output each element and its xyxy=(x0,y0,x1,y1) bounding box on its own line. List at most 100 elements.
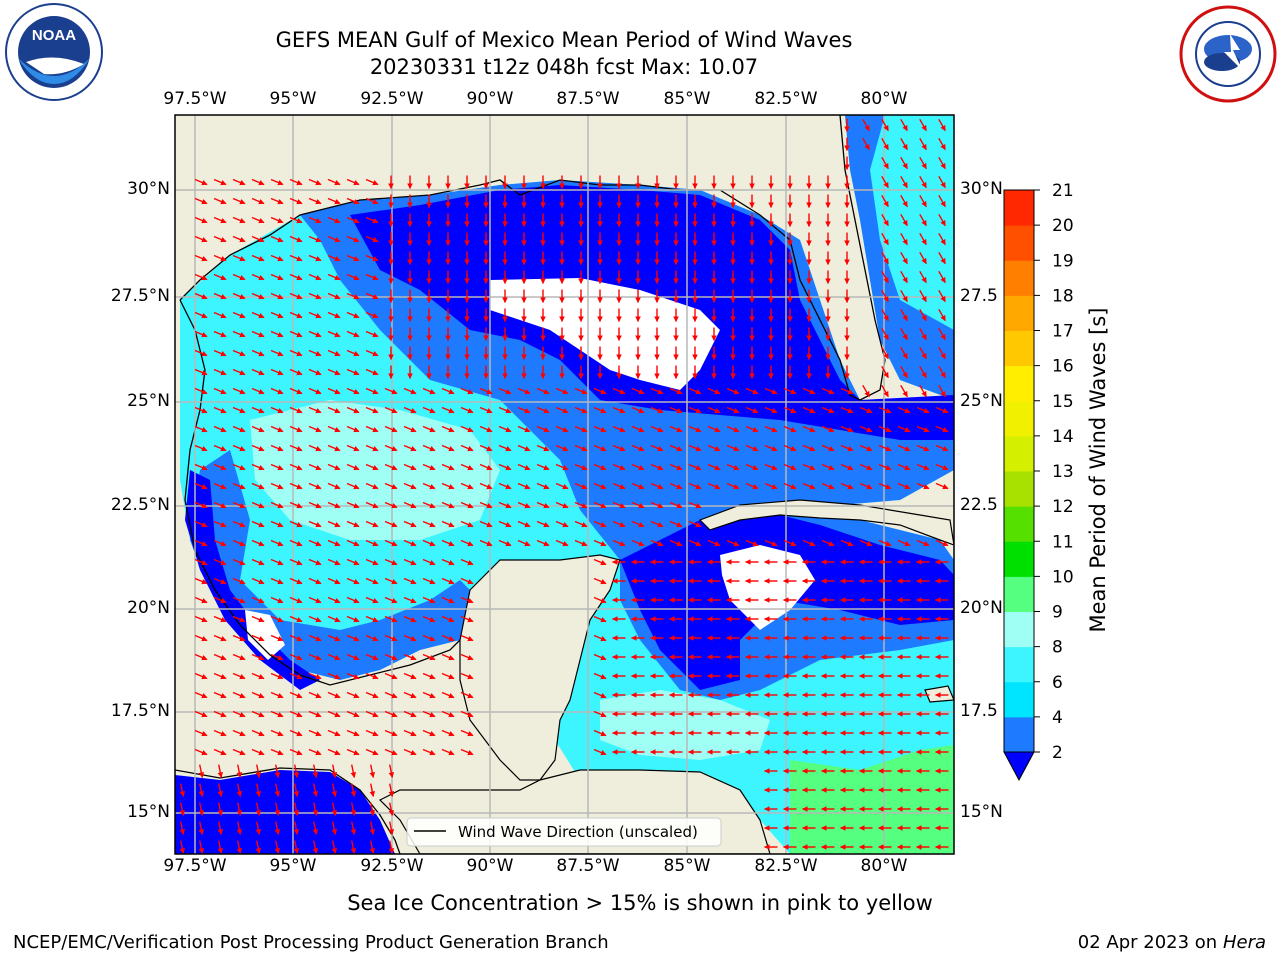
wind-arrow xyxy=(460,596,474,604)
wind-arrow xyxy=(213,425,227,433)
wind-arrow xyxy=(289,444,303,452)
wind-arrow xyxy=(308,596,322,604)
wind-arrow xyxy=(365,672,379,680)
wind-arrow xyxy=(365,254,379,262)
lon-tick-label: 80°W xyxy=(860,89,908,109)
wind-arrow xyxy=(479,444,493,452)
wind-arrow xyxy=(726,539,740,547)
wind-arrow xyxy=(308,520,322,528)
wind-arrow xyxy=(327,387,341,395)
wind-arrow xyxy=(198,802,205,816)
wind-arrow xyxy=(900,346,908,360)
wind-arrow xyxy=(369,783,376,797)
wind-arrow xyxy=(289,634,303,642)
wind-arrow xyxy=(194,634,208,642)
wind-arrow xyxy=(593,577,607,585)
wind-arrow xyxy=(403,387,417,395)
wind-arrow xyxy=(745,539,759,547)
wind-arrow xyxy=(897,539,911,547)
colorbar-segment xyxy=(1004,295,1034,331)
wind-arrow xyxy=(365,292,379,300)
wind-arrow xyxy=(346,330,360,338)
lat-tick-label: 27.5 xyxy=(960,286,998,306)
wind-arrow xyxy=(232,672,246,680)
wind-arrow xyxy=(669,425,683,433)
wind-arrow xyxy=(308,444,322,452)
wind-arrow xyxy=(669,463,683,471)
wind-arrow xyxy=(312,783,319,797)
wind-arrow xyxy=(365,178,379,186)
wind-arrow xyxy=(650,501,664,509)
wind-arrow xyxy=(479,406,493,414)
no-data-region xyxy=(490,278,720,390)
wind-arrow xyxy=(388,802,395,816)
wind-arrow xyxy=(900,308,908,322)
wind-arrow xyxy=(346,406,360,414)
wind-arrow xyxy=(365,691,379,699)
wind-arrow xyxy=(919,232,927,246)
wind-arrow xyxy=(460,653,474,661)
wind-arrow xyxy=(308,406,322,414)
wind-arrow xyxy=(232,311,246,319)
wind-arrow xyxy=(935,406,949,414)
wind-arrow xyxy=(919,175,927,189)
wind-arrow xyxy=(350,802,357,816)
wind-arrow xyxy=(935,425,949,433)
wind-arrow xyxy=(517,387,531,395)
wind-arrow xyxy=(916,463,930,471)
wind-arrow xyxy=(194,558,208,566)
wind-arrow xyxy=(346,349,360,357)
wind-arrow xyxy=(688,406,702,414)
wind-arrow xyxy=(403,520,417,528)
wind-arrow xyxy=(194,330,208,338)
wind-arrow xyxy=(232,691,246,699)
wind-arrow xyxy=(555,463,569,471)
no-data-region xyxy=(245,610,285,660)
wind-arrow xyxy=(346,577,360,585)
wind-arrow xyxy=(232,425,246,433)
wind-arrow xyxy=(881,289,889,303)
sea-ice-note: Sea Ice Concentration > 15% is shown in … xyxy=(347,891,933,915)
wind-arrow xyxy=(938,137,946,151)
wind-arrow xyxy=(213,273,227,281)
wind-arrow xyxy=(688,520,702,528)
wind-arrow xyxy=(232,596,246,604)
wind-arrow xyxy=(593,596,607,604)
wind-arrow xyxy=(745,444,759,452)
wind-arrow xyxy=(593,406,607,414)
wind-arrow xyxy=(650,463,664,471)
wind-arrow xyxy=(612,406,626,414)
wind-arrow xyxy=(327,615,341,623)
wind-arrow xyxy=(232,235,246,243)
wind-arrow xyxy=(194,406,208,414)
wind-arrow xyxy=(878,539,892,547)
wind-arrow xyxy=(289,672,303,680)
wind-arrow xyxy=(422,520,436,528)
wind-arrow xyxy=(938,384,946,398)
wind-arrow xyxy=(802,444,816,452)
wind-arrow xyxy=(327,178,341,186)
wind-arrow xyxy=(593,520,607,528)
date-text: 02 Apr 2023 on xyxy=(1077,932,1223,953)
wind-arrow xyxy=(274,802,281,816)
wind-arrow xyxy=(270,406,284,414)
wind-arrow xyxy=(308,691,322,699)
wind-arrow xyxy=(274,821,281,835)
wind-arrow xyxy=(688,501,702,509)
wind-arrow xyxy=(881,327,889,341)
lon-tick-label: 92.5°W xyxy=(360,856,424,876)
wind-arrow xyxy=(460,615,474,623)
wind-arrow xyxy=(935,539,949,547)
wind-arrow xyxy=(346,368,360,376)
wind-arrow xyxy=(479,501,493,509)
wind-arrow xyxy=(631,406,645,414)
wind-arrow xyxy=(213,387,227,395)
wind-arrow xyxy=(270,729,284,737)
wind-arrow xyxy=(897,463,911,471)
wind-arrow xyxy=(270,482,284,490)
wind-arrow xyxy=(232,254,246,262)
wind-arrow xyxy=(919,365,927,379)
wind-arrow xyxy=(403,501,417,509)
wind-arrow xyxy=(251,197,265,205)
wind-arrow xyxy=(422,425,436,433)
